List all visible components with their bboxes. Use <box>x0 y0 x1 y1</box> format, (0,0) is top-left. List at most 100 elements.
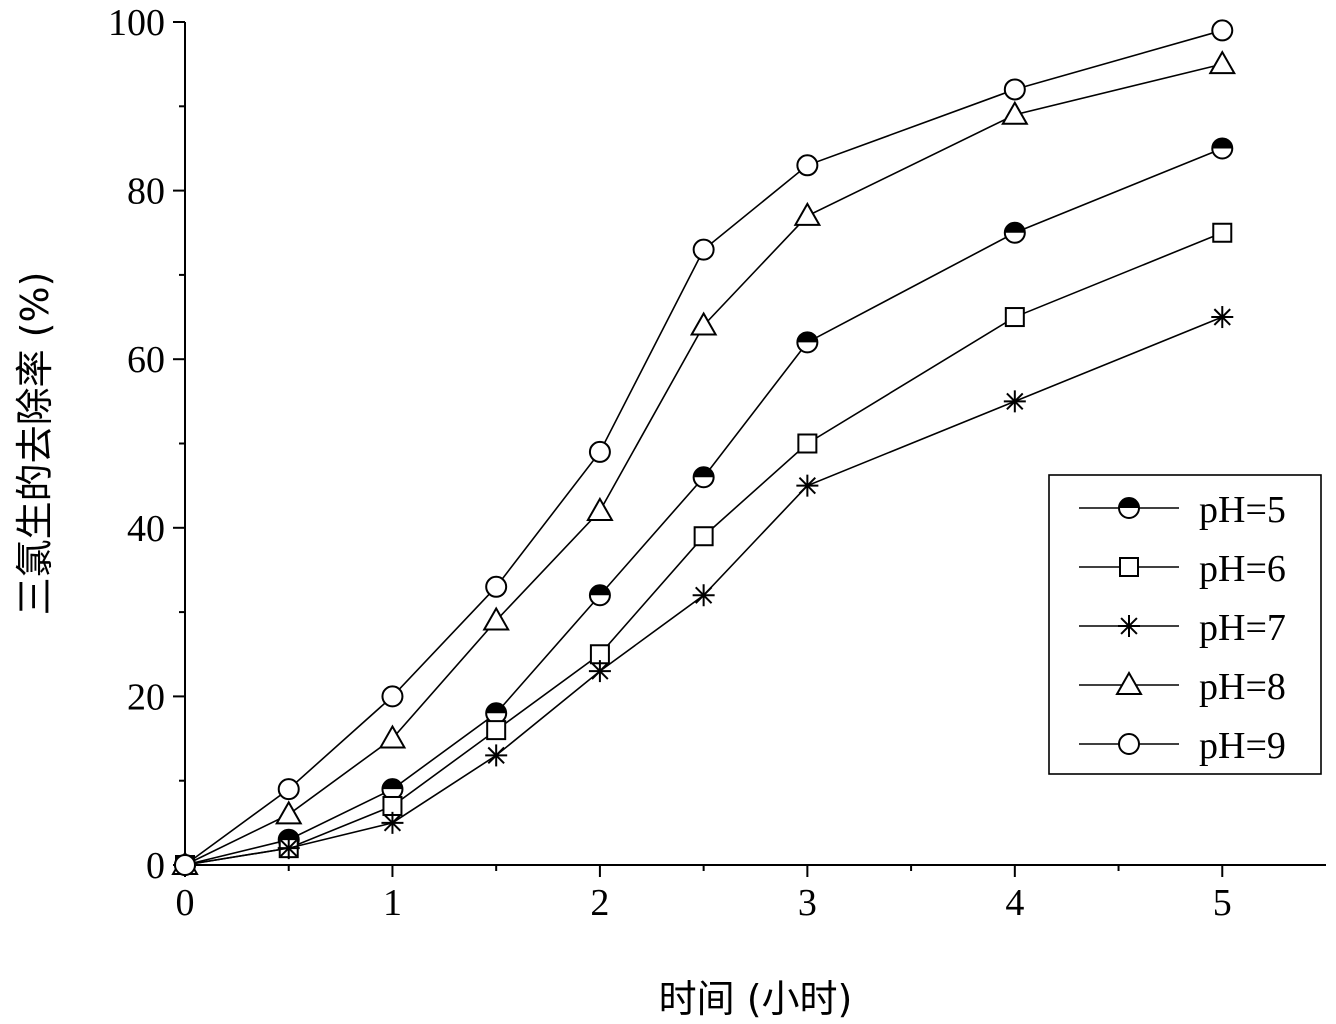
data-point <box>586 496 614 521</box>
marker-half-fill <box>1212 138 1233 149</box>
data-point <box>381 811 404 834</box>
marker-triangle <box>482 606 510 631</box>
data-point <box>277 837 300 860</box>
x-tick-label: 3 <box>798 882 817 924</box>
marker-square <box>1212 222 1233 243</box>
data-point <box>277 778 300 801</box>
marker-half-fill <box>797 332 818 343</box>
data-point <box>693 526 714 547</box>
y-tick-label: 40 <box>127 508 165 550</box>
data-point <box>378 724 407 749</box>
data-point <box>174 854 196 876</box>
y-tick-label: 20 <box>127 676 165 718</box>
marker-circle <box>796 154 819 177</box>
marker-half-fill <box>1119 498 1139 508</box>
x-tick-label: 5 <box>1213 882 1232 924</box>
marker-triangle <box>1115 670 1143 695</box>
marker-circle <box>692 238 715 261</box>
legend-marker <box>1118 733 1140 755</box>
marker-half-fill <box>1004 222 1025 233</box>
legend-item: pH=7 <box>1079 607 1286 649</box>
marker-triangle <box>378 724 407 749</box>
data-point <box>796 474 819 497</box>
legend-label: pH=6 <box>1199 548 1286 590</box>
data-point <box>588 584 611 607</box>
data-point <box>588 660 611 683</box>
marker-triangle <box>586 496 614 521</box>
marker-square <box>693 526 714 547</box>
data-point <box>1211 306 1234 329</box>
series-pH=5 <box>174 137 1234 876</box>
legend-box <box>1048 474 1322 775</box>
series-layer <box>171 19 1236 876</box>
legend-item: pH=6 <box>1079 548 1286 590</box>
marker-square <box>1004 307 1025 328</box>
legend-item: pH=5 <box>1079 489 1286 531</box>
marker-triangle <box>1208 50 1236 75</box>
marker-circle <box>1118 733 1140 755</box>
data-point <box>796 154 819 177</box>
marker-circle <box>381 685 404 708</box>
data-point <box>689 311 718 336</box>
y-tick-label: 0 <box>146 845 165 887</box>
data-point <box>486 720 507 741</box>
x-tick-label: 0 <box>176 882 195 924</box>
legend-marker <box>1119 557 1139 577</box>
data-point <box>485 744 508 767</box>
data-point <box>1211 19 1234 42</box>
series-pH=9 <box>174 19 1234 876</box>
marker-circle <box>485 575 508 598</box>
legend-label: pH=8 <box>1199 666 1286 708</box>
data-point <box>381 685 404 708</box>
marker-half-fill <box>382 779 403 790</box>
legend-item: pH=8 <box>1079 666 1286 708</box>
marker-half-fill <box>278 829 299 840</box>
data-point <box>275 800 303 825</box>
marker-half-fill <box>486 703 507 714</box>
marker-circle <box>1211 19 1234 42</box>
marker-triangle <box>275 800 303 825</box>
marker-circle <box>588 440 611 463</box>
data-point <box>797 433 818 454</box>
y-tick-label: 60 <box>127 339 165 381</box>
marker-square <box>1119 557 1139 577</box>
y-axis-title: 三氯生的去除率 (%) <box>13 272 57 616</box>
data-point <box>1212 222 1233 243</box>
marker-circle <box>174 854 196 876</box>
legend-marker <box>1118 615 1140 637</box>
legend-label: pH=7 <box>1199 607 1286 649</box>
x-axis-title: 时间 (小时) <box>659 977 853 1021</box>
legend: pH=5 pH=6 pH=7 pH=8 pH=9 <box>1048 474 1322 775</box>
marker-half-fill <box>589 585 610 596</box>
data-point <box>793 201 822 226</box>
marker-square <box>486 720 507 741</box>
legend-label: pH=9 <box>1199 725 1286 767</box>
legend-item: pH=9 <box>1079 725 1286 767</box>
legend-label: pH=5 <box>1199 489 1286 531</box>
x-tick-label: 2 <box>590 882 609 924</box>
data-point <box>588 440 611 463</box>
data-point <box>796 331 819 354</box>
data-point <box>1001 100 1029 125</box>
marker-triangle <box>793 201 822 226</box>
data-point <box>485 575 508 598</box>
data-point <box>692 584 715 607</box>
legend-marker <box>1115 670 1143 695</box>
data-point <box>1211 137 1234 160</box>
data-point <box>1003 78 1026 101</box>
data-point <box>485 702 508 725</box>
data-point <box>1003 390 1026 413</box>
marker-circle <box>277 778 300 801</box>
data-point <box>1003 221 1026 244</box>
data-point <box>692 238 715 261</box>
x-tick-label: 4 <box>1005 882 1024 924</box>
y-tick-label: 100 <box>108 2 165 44</box>
marker-circle <box>1003 78 1026 101</box>
data-point <box>1004 307 1025 328</box>
marker-half-fill <box>693 467 714 478</box>
data-point <box>692 466 715 489</box>
data-point <box>482 606 510 631</box>
x-tick-label: 1 <box>383 882 402 924</box>
data-point <box>1208 50 1236 75</box>
